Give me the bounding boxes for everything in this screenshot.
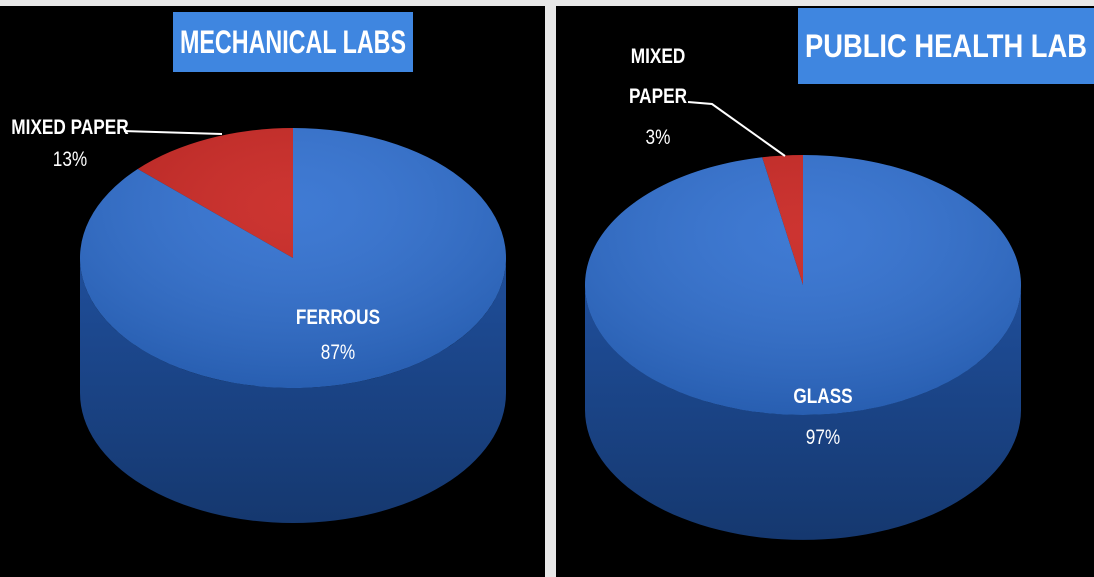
pie-side	[585, 285, 1021, 540]
category-label: MIXED PAPER	[628, 45, 688, 108]
value-label: 13%	[52, 148, 88, 171]
pie-side	[80, 258, 506, 523]
chart-title: PUBLIC HEALTH LAB	[805, 28, 1087, 64]
title-box	[798, 8, 1094, 84]
value-label: 3%	[645, 126, 671, 149]
value-label: 97%	[805, 426, 841, 449]
category-label: FERROUS	[295, 306, 381, 329]
chart-title: MECHANICAL LABS	[180, 24, 406, 60]
leader-line	[123, 130, 223, 135]
value-label: 87%	[320, 341, 356, 364]
leader-line	[687, 101, 786, 157]
category-label: MIXED PAPER	[11, 116, 129, 139]
title-box	[173, 12, 413, 72]
category-label: GLASS	[793, 385, 853, 408]
